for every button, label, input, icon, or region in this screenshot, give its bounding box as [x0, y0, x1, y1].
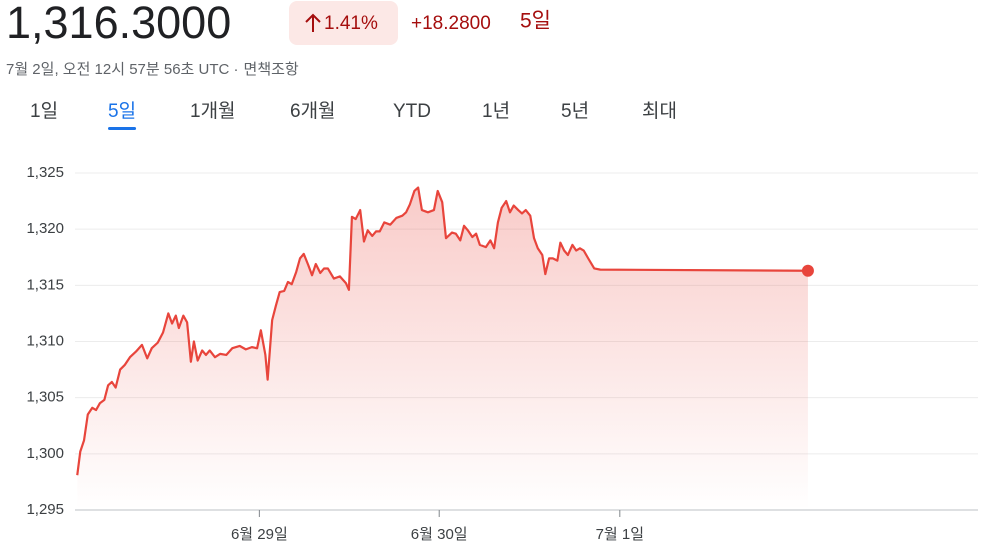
last-point — [801, 264, 814, 277]
change-period: 5일 — [520, 10, 551, 33]
area-fill — [77, 187, 808, 510]
y-tick-label: 1,315 — [26, 276, 64, 293]
range-tab[interactable]: 5일 — [108, 100, 136, 122]
change-percent: 1.41% — [324, 13, 378, 34]
y-tick-label: 1,320 — [26, 220, 64, 237]
y-tick-label: 1,305 — [26, 389, 64, 406]
range-tab[interactable]: 5년 — [561, 100, 589, 122]
x-tick-label: 6월 29일 — [231, 526, 288, 543]
y-tick-label: 1,310 — [26, 332, 64, 349]
change-value: +18.2800 — [411, 13, 491, 34]
up-arrow-icon — [305, 13, 321, 32]
y-tick-label: 1,325 — [26, 164, 64, 181]
tab-underline — [108, 127, 137, 130]
range-tab[interactable]: 최대 — [642, 100, 677, 122]
timestamp-line: 7월 2일, 오전 12시 57분 56초 UTC · 면책조항 — [6, 61, 299, 78]
plot: 1,295 1,300 1,305 1,310 1,315 1,320 1,325 6월 29… — [26, 164, 978, 543]
range-tabs: 1일 5일 1개월 6개월 YTD 1년 5년 최대 — [30, 100, 677, 130]
y-tick-label: 1,300 — [26, 445, 64, 462]
range-tab[interactable]: 6개월 — [290, 100, 336, 122]
price-line — [76, 186, 808, 476]
range-tab[interactable]: 1일 — [30, 100, 58, 122]
price: 1,316.3000 — [6, 0, 231, 48]
range-tab[interactable]: 1년 — [482, 100, 510, 122]
range-tab[interactable]: YTD — [393, 101, 431, 122]
disclaimer-link[interactable]: 면책조항 — [244, 61, 299, 78]
y-tick-label: 1,295 — [26, 501, 64, 518]
x-tick-label: 7월 1일 — [596, 526, 644, 543]
range-tab[interactable]: 1개월 — [190, 100, 236, 122]
x-tick-label: 6월 30일 — [411, 526, 468, 543]
change-pill — [289, 1, 398, 45]
timestamp: 7월 2일, 오전 12시 57분 56초 UTC · — [6, 61, 239, 78]
